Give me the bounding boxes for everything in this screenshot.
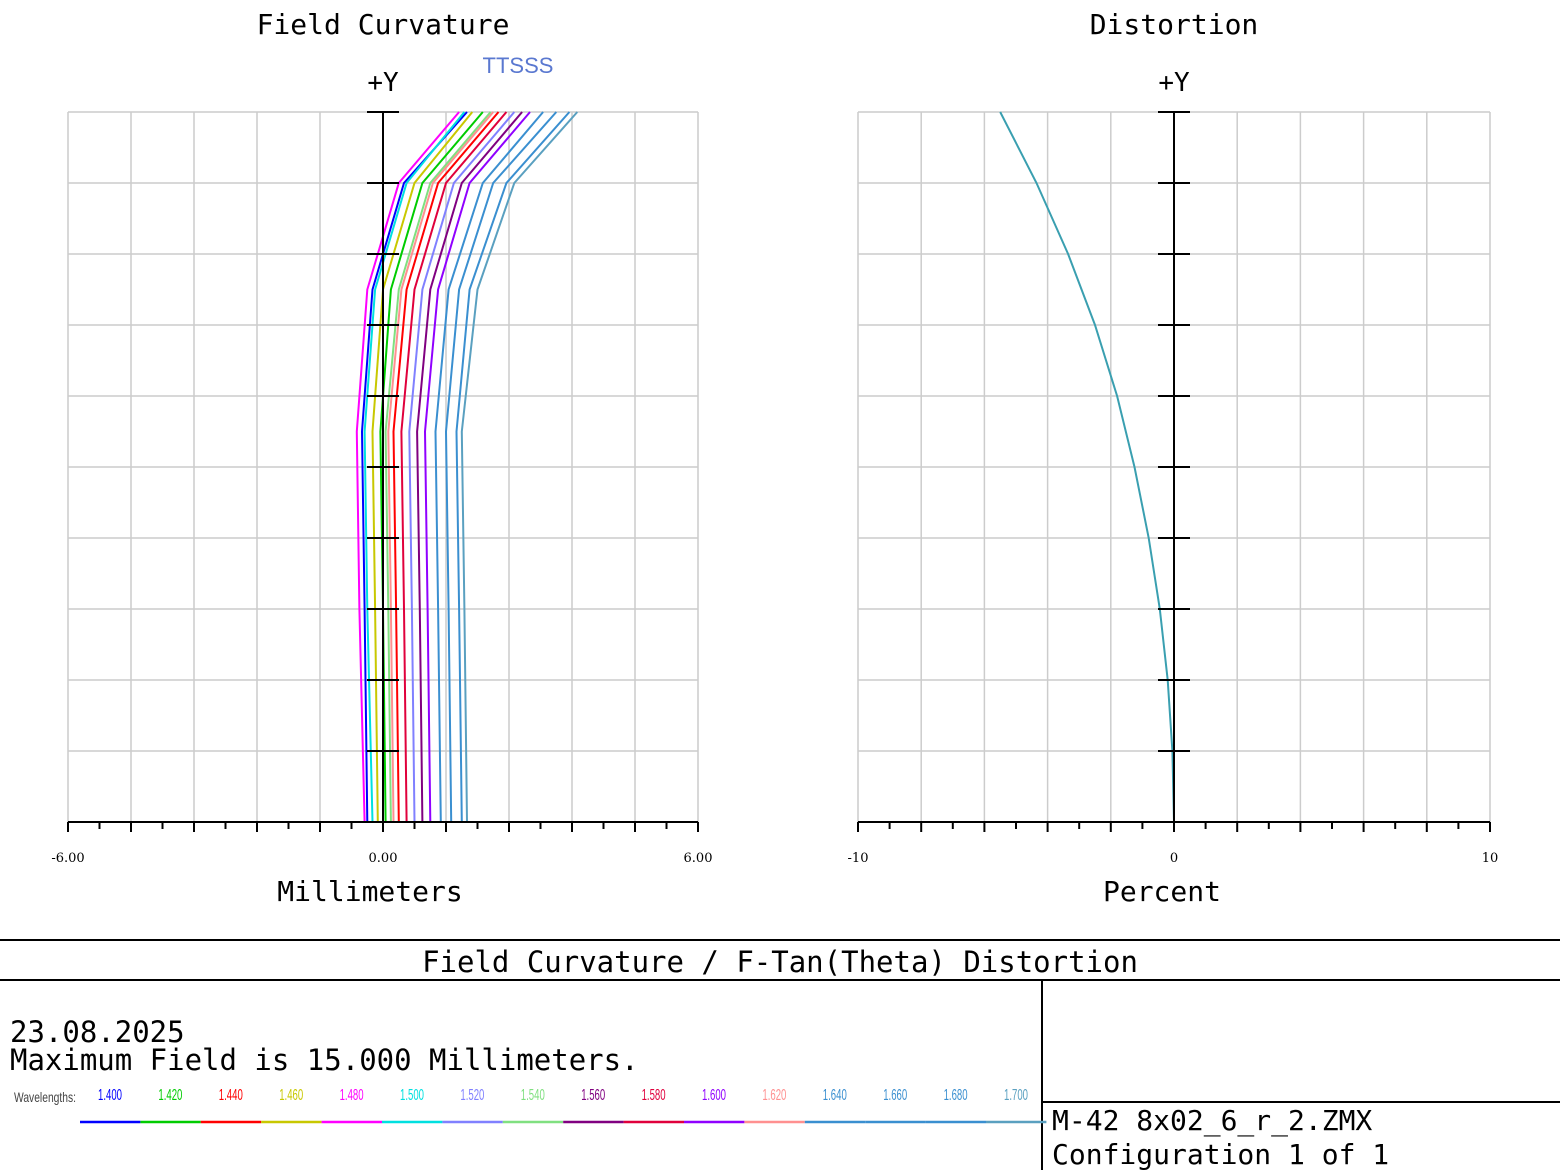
wavelength-label: 1.600 (702, 1087, 726, 1104)
footer-max-field: Maximum Field is 15.000 Millimeters. (10, 1043, 639, 1077)
footer-configuration: Configuration 1 of 1 (1052, 1138, 1390, 1171)
wavelength-label: 1.480 (340, 1087, 364, 1104)
footer-date: 23.08.2025 (10, 1015, 185, 1049)
wavelength-label: 1.680 (944, 1087, 968, 1104)
series-line (363, 111, 466, 823)
wavelength-label: 1.580 (642, 1087, 666, 1104)
axis (857, 111, 1491, 832)
series-line (384, 111, 492, 823)
wavelengths-label: Wavelengths: (14, 1089, 76, 1105)
x-tick-label: 6.00 (684, 851, 713, 866)
footer-info: 23.08.2025 Maximum Field is 15.000 Milli… (10, 1015, 639, 1077)
x-tick-label: 0 (1170, 851, 1178, 866)
wavelength-label: 1.500 (400, 1087, 424, 1104)
series-line (416, 111, 523, 823)
wavelength-label: 1.400 (98, 1087, 122, 1104)
axis (67, 111, 699, 832)
wavelength-label: 1.540 (521, 1087, 545, 1104)
footer-title: Field Curvature / F-Tan(Theta) Distortio… (422, 945, 1138, 979)
chart-title: Distortion (1090, 8, 1259, 41)
series-line (408, 111, 516, 823)
series-line (387, 111, 494, 823)
series-line (434, 111, 544, 823)
series-line (400, 111, 508, 823)
wavelength-label: 1.420 (158, 1087, 182, 1104)
x-tick-label: -6.00 (51, 851, 84, 866)
footer-file-name: M-42 8x02_6_r_2.ZMX (1052, 1104, 1373, 1137)
series-line (455, 111, 571, 823)
x-tick-label: 0.00 (369, 851, 398, 866)
wavelength-label: 1.640 (823, 1087, 847, 1104)
series-line (444, 111, 558, 823)
series-group (999, 111, 1175, 823)
wavelength-label: 1.440 (219, 1087, 243, 1104)
wavelength-label: 1.460 (279, 1087, 303, 1104)
series-line (392, 111, 500, 823)
wavelength-label: 1.700 (1004, 1087, 1028, 1104)
wavelength-label: 1.660 (883, 1087, 907, 1104)
series-line (460, 111, 579, 823)
wavelength-label: 1.520 (460, 1087, 484, 1104)
x-axis-label: Millimeters (277, 875, 462, 908)
x-axis-label: Percent (1103, 875, 1221, 908)
series-line (371, 111, 474, 823)
legend-marks: TTSSS (483, 53, 554, 78)
wavelength-legend: 1.400 1.420 1.440 1.460 1.480 1.500 1.520 1.540… (80, 1087, 1047, 1124)
series-line (360, 111, 468, 823)
footer-file-info: M-42 8x02_6_r_2.ZMX Configuration 1 of 1 (1052, 1104, 1389, 1172)
wavelength-label: 1.620 (762, 1087, 786, 1104)
y-axis-label: +Y (1158, 68, 1190, 98)
series-line (999, 111, 1175, 823)
series-line (423, 111, 531, 823)
x-tick-label: -10 (848, 851, 869, 866)
chart-title: Field Curvature (257, 8, 510, 41)
wavelength-label: 1.560 (581, 1087, 605, 1104)
series-line (355, 111, 460, 823)
y-axis-label: +Y (367, 68, 399, 98)
x-tick-label: 10 (1482, 851, 1499, 866)
